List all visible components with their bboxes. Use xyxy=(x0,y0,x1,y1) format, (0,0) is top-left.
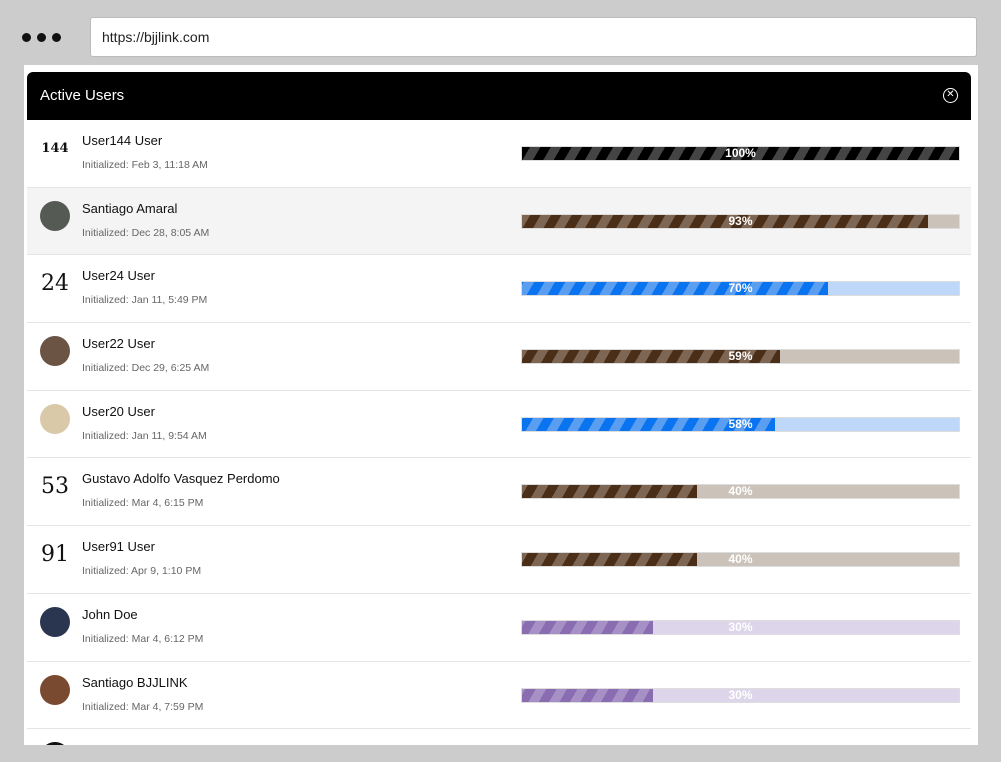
user-row[interactable]: User20 User Initialized: Jan 11, 9:54 AM… xyxy=(27,391,971,459)
user-row[interactable]: 53 Gustavo Adolfo Vasquez Perdomo Initia… xyxy=(27,458,971,527)
user-list: 144 User144 User Initialized: Feb 3, 11:… xyxy=(27,120,971,745)
user-row[interactable]: John Doe Initialized: Mar 4, 6:12 PM 30% xyxy=(27,594,971,662)
user-name: Gustavo Adolfo Vasquez Perdomo xyxy=(82,471,280,487)
initialized-time: Initialized: Dec 28, 8:05 AM xyxy=(82,226,210,239)
initialized-time: Initialized: Dec 29, 6:25 AM xyxy=(82,362,210,375)
progress-bar: 93% xyxy=(521,213,960,229)
progress-fill xyxy=(522,485,697,499)
progress-bar: 100% xyxy=(521,146,960,161)
url-bar[interactable]: https://bjjlink.com xyxy=(90,17,977,57)
user-name: User20 User xyxy=(82,403,155,419)
initialized-time: Initialized: Jan 11, 5:49 PM xyxy=(82,294,208,307)
progress-bar: 40% xyxy=(521,484,960,500)
avatar: 24 xyxy=(40,268,70,299)
avatar xyxy=(40,674,70,705)
avatar: 144 xyxy=(40,133,70,163)
progress-label: 30% xyxy=(728,687,753,702)
initialized-time: Initialized: Mar 4, 6:15 PM xyxy=(82,497,204,510)
user-name: User91 User xyxy=(82,539,155,555)
user-name: John Doe xyxy=(82,606,138,622)
initialized-time: Initialized: Jan 11, 9:54 AM xyxy=(82,429,207,442)
content-panel: Active Users ✕ 144 User144 User Initiali… xyxy=(24,65,978,745)
initialized-time: Initialized: Mar 4, 6:12 PM xyxy=(82,632,204,645)
user-row[interactable]: Santiago Amaral Initialized: Dec 28, 8:0… xyxy=(27,187,971,256)
user-name: User22 User xyxy=(82,336,155,352)
modal-header: Active Users ✕ xyxy=(27,72,971,120)
avatar xyxy=(40,606,70,637)
user-name: Santiago Amaral xyxy=(82,200,178,216)
progress-bar: 30% xyxy=(521,687,960,703)
progress-bar: 59% xyxy=(521,349,960,365)
initialized-time: Initialized: Mar 4, 7:59 PM xyxy=(82,700,204,713)
progress-fill xyxy=(522,214,929,228)
user-row[interactable]: 144 User144 User Initialized: Feb 3, 11:… xyxy=(27,120,971,188)
close-icon[interactable]: ✕ xyxy=(943,88,958,103)
progress-label: 58% xyxy=(728,416,753,431)
progress-fill xyxy=(522,147,959,160)
user-name: Santiago BJJLINK xyxy=(82,674,188,690)
progress-label: 40% xyxy=(728,552,753,567)
initialized-time: Initialized: Apr 9, 1:10 PM xyxy=(82,565,202,578)
user-row[interactable]: 91 User91 User Initialized: Apr 9, 1:10 … xyxy=(27,526,971,594)
user-name: User24 User xyxy=(82,268,155,284)
avatar xyxy=(40,200,70,231)
user-row[interactable]: User22 User Initialized: Dec 29, 6:25 AM… xyxy=(27,323,971,391)
avatar: 53 xyxy=(40,471,70,502)
progress-fill xyxy=(522,553,697,567)
progress-fill xyxy=(522,350,780,364)
progress-fill xyxy=(522,282,828,296)
progress-label: 59% xyxy=(728,349,753,364)
progress-label: 30% xyxy=(728,619,753,634)
progress-label: 70% xyxy=(728,281,753,296)
progress-bar: 70% xyxy=(521,281,960,297)
window-dots xyxy=(22,33,61,42)
user-name: User144 User xyxy=(82,133,163,148)
progress-label: 100% xyxy=(725,146,756,160)
avatar: 91 xyxy=(40,539,70,570)
modal-title: Active Users xyxy=(40,87,125,104)
avatar xyxy=(40,742,70,745)
progress-label: 93% xyxy=(728,213,753,228)
progress-fill xyxy=(522,620,654,634)
progress-bar: 40% xyxy=(521,552,960,568)
user-row-partial[interactable] xyxy=(27,729,971,745)
progress-fill xyxy=(522,688,654,702)
user-row[interactable]: 24 User24 User Initialized: Jan 11, 5:49… xyxy=(27,255,971,324)
avatar xyxy=(40,403,70,434)
progress-label: 40% xyxy=(728,484,753,499)
progress-bar: 58% xyxy=(521,416,960,432)
progress-bar: 30% xyxy=(521,619,960,635)
initialized-time: Initialized: Feb 3, 11:18 AM xyxy=(82,159,208,171)
avatar xyxy=(40,336,70,367)
progress-fill xyxy=(522,417,776,431)
user-row[interactable]: Santiago BJJLINK Initialized: Mar 4, 7:5… xyxy=(27,662,971,730)
